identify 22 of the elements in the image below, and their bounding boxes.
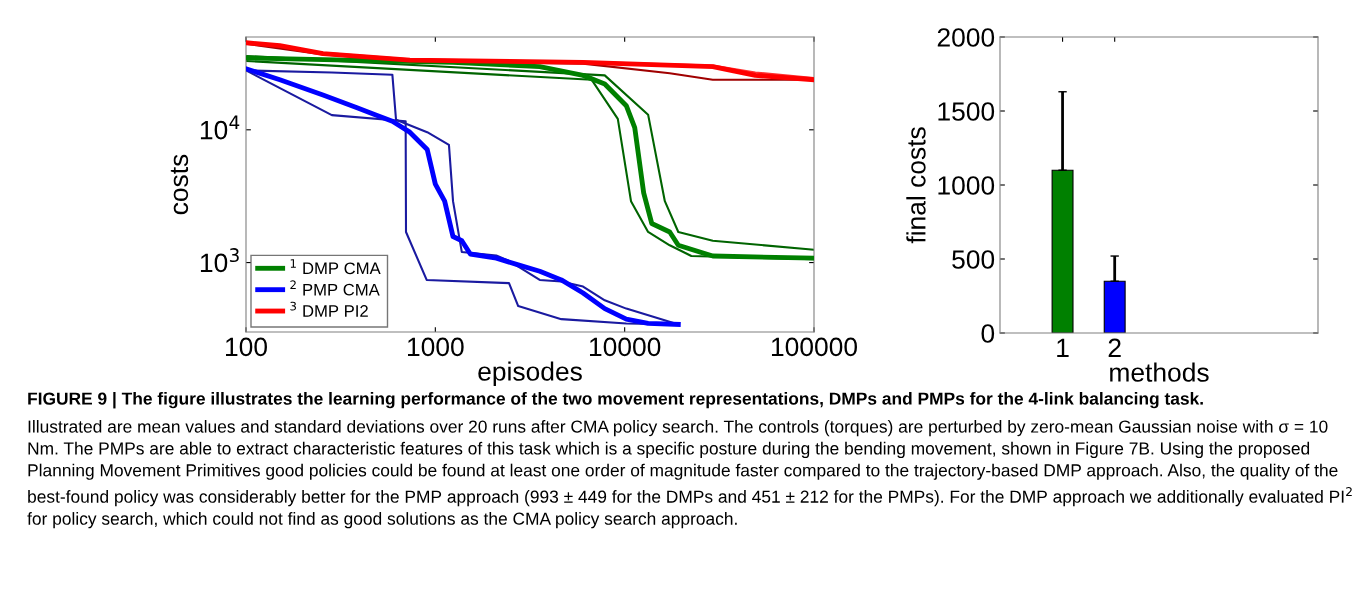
text: Illustrated are mean values and standard deviations over 20 runs after CMA policy search. The controls (torques) are perturbed by zero-mean Gaussian noise with σ = 10 Nm. The PMPs are able to extract characteristic features of this task which is a specific posture during the bending movement, shown in Figure 7B. Using the proposed Planning Movement Primitives good policies could be found at least one order of magnitude faster compared to the trajectory-based DMP approach. Also, the quality of the best-found policy was considerably better for the PMP approach (993 ± 449 for the DMPs and 451 ± 212 for the PMPs). For the DMP approach we additionally evaluated PI$^{2}$ for policy search, which could not find as good solutions as the CMA policy search approach. xyxy=(27,420,1352,529)
y-tick-label: 0 xyxy=(981,324,995,343)
y-tick-label: 1000 xyxy=(938,176,995,195)
y-tick-label: 2000 xyxy=(937,28,995,47)
x-tick-label: 1 xyxy=(1057,338,1069,357)
y-axis-title: final costs xyxy=(906,127,926,244)
x-tick-label: 100000 xyxy=(771,337,857,357)
y-axis-title: costs xyxy=(170,154,189,215)
legend-label: $^{1}$ DMP CMA xyxy=(290,259,381,275)
legend-label: $^{3}$ DMP PI2 xyxy=(290,301,368,317)
x-tick-label: 2 xyxy=(1108,338,1121,357)
y-tick-label: 10$^{3}$ xyxy=(200,248,239,273)
y-tick-label: 500 xyxy=(952,250,995,269)
y-tick-label: 1500 xyxy=(938,102,995,121)
caption: FIGURE 9 | The figure illustrates the learning performance of the two movement representations, DMPs and PMPs for the 4-link balancing task. xyxy=(28,392,1203,409)
x-tick-label: 10000 xyxy=(589,337,661,357)
x-tick-label: 100 xyxy=(226,337,267,357)
x-tick-label: 1000 xyxy=(408,337,464,357)
legend-label: $^{2}$ PMP CMA xyxy=(290,280,380,296)
y-tick-label: 10$^{4}$ xyxy=(200,115,240,140)
x-axis-title: methods xyxy=(1110,362,1209,382)
x-axis-title: episodes xyxy=(478,361,582,387)
